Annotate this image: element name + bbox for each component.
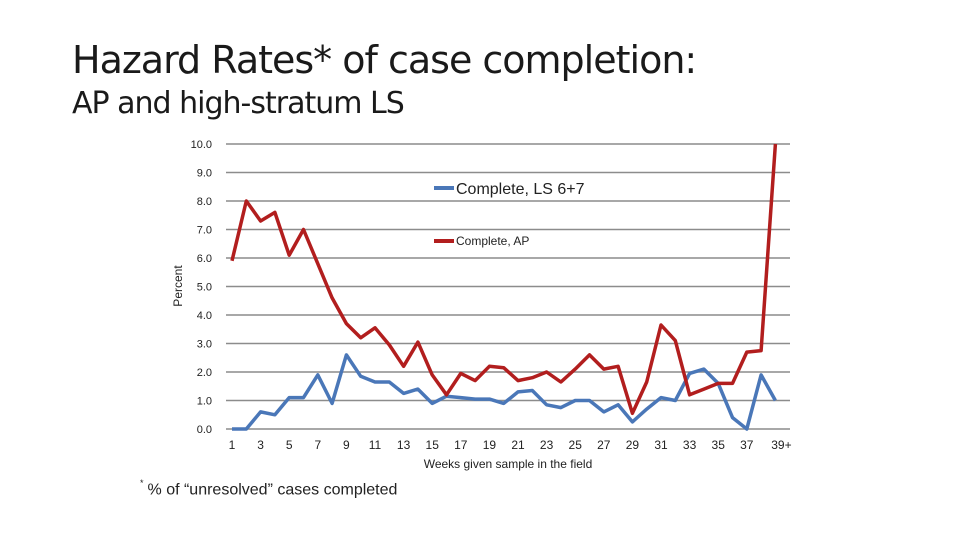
x-tick-label: 1 [229,438,236,452]
legend-label-ap: Complete, AP [456,234,529,248]
series-line-ap [230,143,778,416]
y-tick-label: 0.0 [197,424,212,436]
y-tick-label: 3.0 [197,339,212,351]
y-tick-label: 7.0 [197,225,212,237]
x-tick-label: 33 [683,438,697,452]
x-tick-label: 17 [454,438,468,452]
x-tick-label: 7 [314,438,321,452]
x-tick-label: 27 [597,438,611,452]
x-tick-label: 23 [540,438,554,452]
x-axis-label: Weeks given sample in the field [424,457,593,471]
x-tick-label: 9 [343,438,350,452]
y-tick-label: 2.0 [197,367,212,379]
y-tick-label: 5.0 [197,282,212,294]
x-tick-label: 31 [654,438,668,452]
x-tick-label: 29 [626,438,640,452]
x-tick-label: 15 [426,438,440,452]
y-tick-label: 9.0 [197,168,212,180]
x-tick-label: 19 [483,438,497,452]
y-axis-label: Percent [171,265,185,307]
footnote: *% of “unresolved” cases completed [140,478,398,499]
x-tick-label: 11 [369,438,382,452]
y-tick-label: 1.0 [197,396,212,408]
x-tick-label: 21 [511,438,525,452]
x-tick-label: 3 [257,438,264,452]
x-tick-label: 35 [712,438,726,452]
x-tick-label: 5 [286,438,293,452]
y-tick-label: 6.0 [197,253,212,265]
x-tick-label: 25 [569,438,583,452]
x-tick-label: 13 [397,438,411,452]
footnote-text: % of “unresolved” cases completed [147,481,398,499]
slide-title: Hazard Rates* of case completion: [72,38,697,82]
x-tick-label: 39+ [771,438,791,452]
y-tick-label: 4.0 [197,310,212,322]
y-tick-label: 10.0 [191,139,212,151]
x-tick-label: 37 [740,438,754,452]
slide-subtitle: AP and high-stratum LS [72,86,405,121]
y-tick-label: 8.0 [197,196,212,208]
legend-label-ls: Complete, LS 6+7 [456,181,585,198]
footnote-marker: * [140,478,144,488]
